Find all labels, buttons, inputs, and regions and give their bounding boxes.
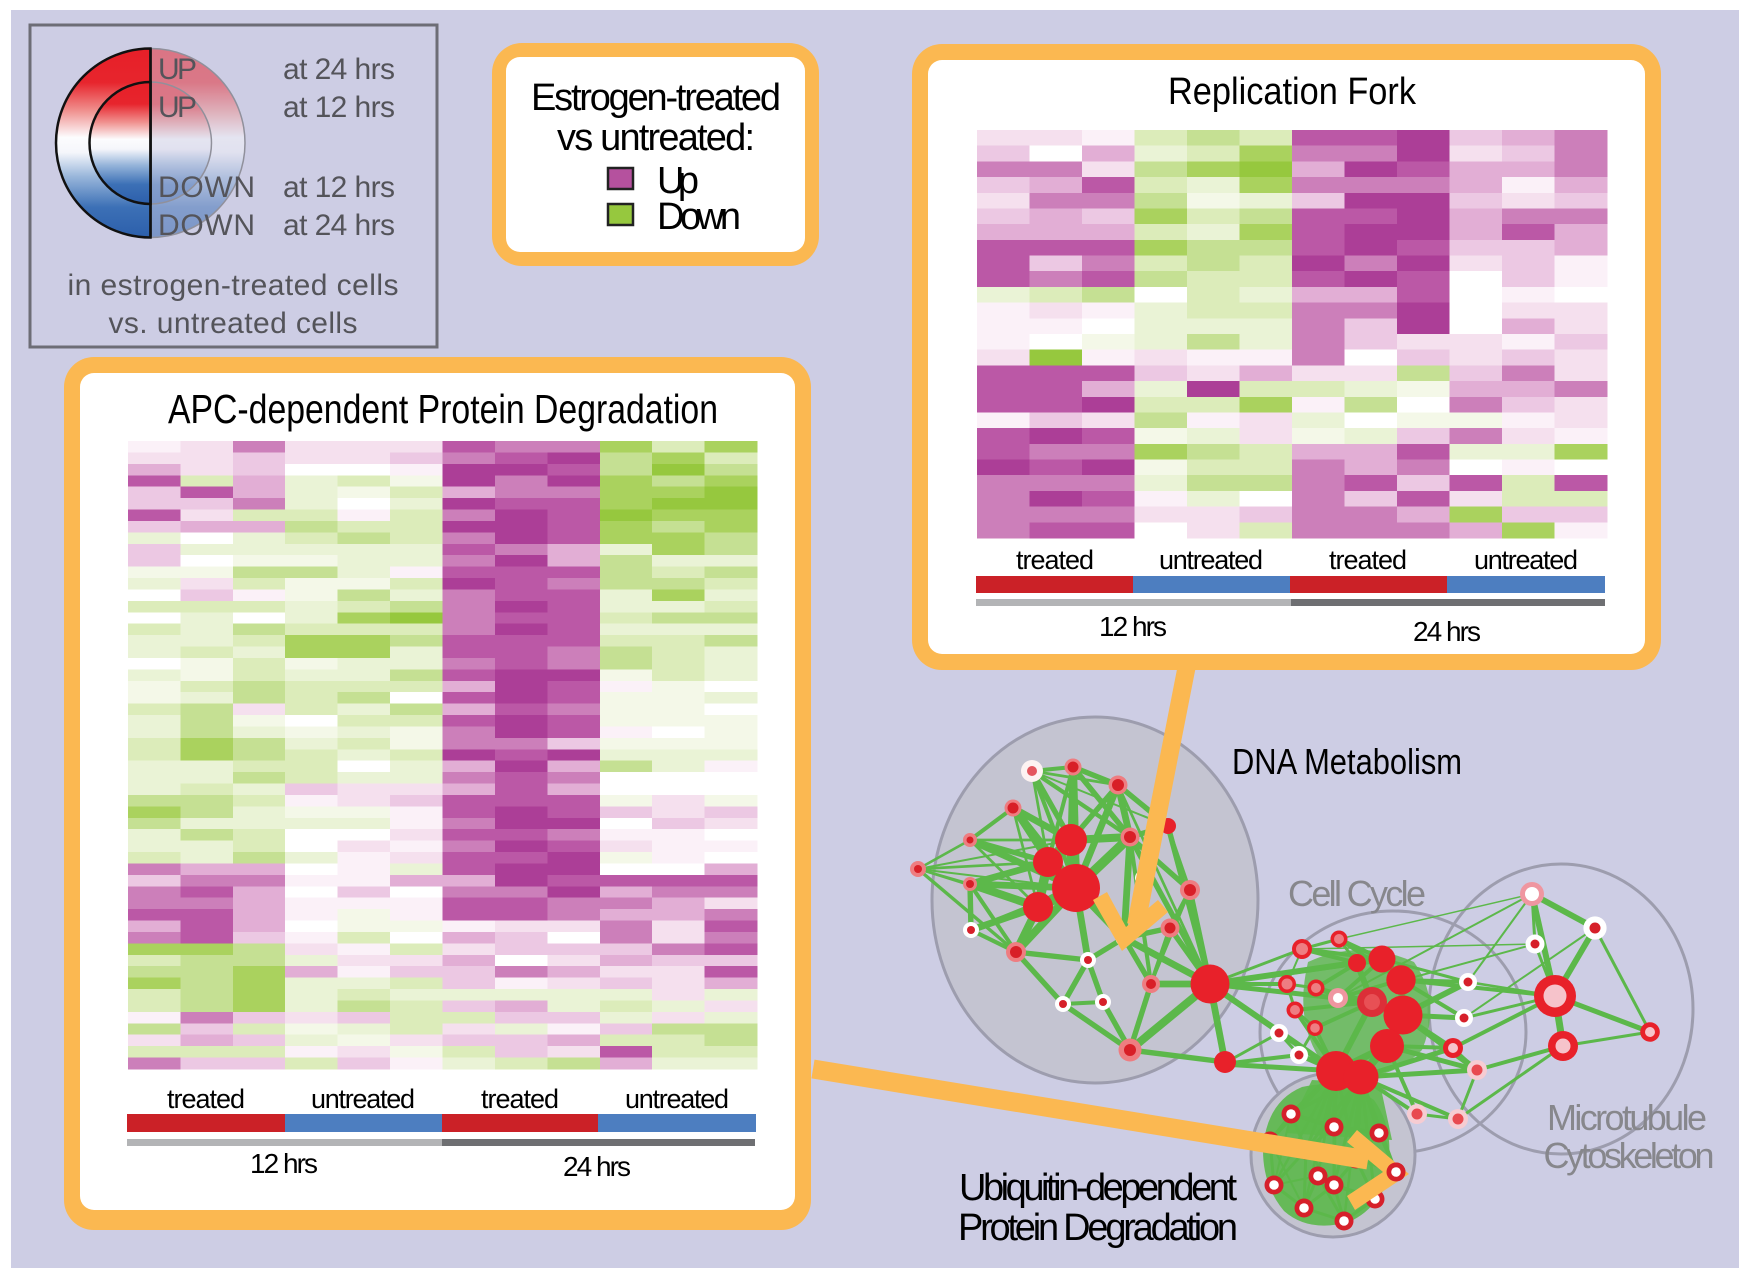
svg-text:untreated: untreated [311,1084,415,1114]
svg-text:APC-dependent Protein Degradat: APC-dependent Protein Degradation [168,386,718,432]
svg-text:untreated: untreated [1474,545,1578,575]
svg-text:vs. untreated cells: vs. untreated cells [109,307,358,340]
svg-text:DNA Metabolism: DNA Metabolism [1232,741,1462,782]
svg-text:treated: treated [1016,545,1094,575]
svg-text:Ubiquitin-dependent: Ubiquitin-dependent [959,1167,1237,1209]
svg-text:at 24 hrs: at 24 hrs [283,53,395,86]
svg-text:12 hrs: 12 hrs [250,1148,318,1179]
svg-text:Microtubule: Microtubule [1547,1097,1707,1138]
svg-text:Cytoskeleton: Cytoskeleton [1544,1135,1715,1176]
svg-text:24 hrs: 24 hrs [1413,616,1481,647]
svg-text:Down: Down [657,196,741,238]
svg-text:Up: Up [657,160,699,202]
svg-text:Protein Degradation: Protein Degradation [958,1207,1238,1249]
svg-text:vs untreated:: vs untreated: [557,117,755,159]
svg-text:12 hrs: 12 hrs [1099,611,1167,642]
svg-text:in estrogen-treated cells: in estrogen-treated cells [68,269,399,302]
svg-text:UP: UP [158,53,197,86]
svg-text:untreated: untreated [1159,545,1263,575]
svg-text:24 hrs: 24 hrs [563,1151,631,1182]
svg-text:at 12 hrs: at 12 hrs [283,171,395,204]
svg-text:Estrogen-treated: Estrogen-treated [531,77,781,119]
svg-text:DOWN: DOWN [158,171,255,204]
svg-text:treated: treated [1329,545,1407,575]
svg-text:at 24 hrs: at 24 hrs [283,209,395,242]
svg-text:untreated: untreated [625,1084,729,1114]
svg-text:Cell Cycle: Cell Cycle [1288,873,1426,914]
svg-text:treated: treated [481,1084,559,1114]
svg-text:treated: treated [167,1084,245,1114]
svg-text:DOWN: DOWN [158,209,255,242]
svg-text:Replication Fork: Replication Fork [1168,71,1417,113]
svg-text:at 12 hrs: at 12 hrs [283,91,395,124]
svg-text:UP: UP [158,91,197,124]
